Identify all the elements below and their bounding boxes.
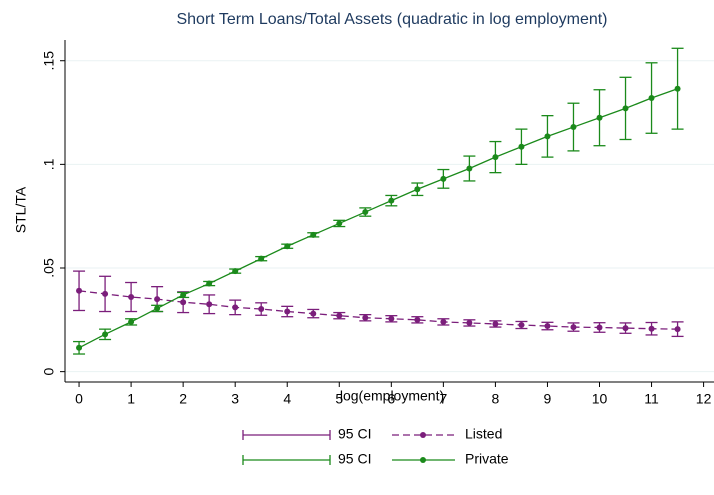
marker [544,133,551,140]
x-tick-label: 3 [231,391,239,407]
marker [284,243,291,250]
marker [440,175,447,182]
marker [102,331,109,338]
y-tick-label: 0 [41,368,57,376]
x-tick-label: 5 [335,391,343,407]
marker [518,322,525,328]
marker [414,316,421,323]
marker [180,291,187,298]
marker [284,308,291,315]
legend-label: 95 CI [338,426,371,442]
y-tick-label: .15 [41,51,57,71]
x-tick-label: 10 [592,391,608,407]
marker [492,154,499,161]
marker [570,124,577,131]
marker [596,114,603,121]
marker [128,294,135,301]
marker [232,268,239,275]
marker [414,186,421,193]
marker [648,325,655,332]
marker [570,324,577,331]
marker [154,296,161,303]
marker [466,165,473,172]
marker [102,290,109,297]
marker [258,306,265,313]
x-tick-label: 6 [387,391,395,407]
y-tick-label: .05 [41,258,57,278]
marker [596,324,603,331]
x-tick-label: 9 [544,391,552,407]
marker [180,299,187,306]
series-line [78,290,678,330]
marker [648,95,655,102]
marker [622,325,629,332]
legend-label: Private [465,451,509,467]
marker [466,319,473,326]
marker [544,323,551,330]
x-tick-label: 12 [696,391,712,407]
marker [622,105,629,112]
marker [518,143,525,150]
y-tick-label: .1 [41,158,57,170]
marker [310,310,317,317]
chart-title: Short Term Loans/Total Assets (quadratic… [176,11,607,28]
marker [388,197,395,204]
marker [310,231,317,238]
series-line [78,88,678,349]
x-tick-label: 0 [75,391,83,407]
marker [336,220,343,227]
marker [258,255,265,262]
x-axis-label: log(employment) [340,388,444,404]
marker [76,344,83,351]
legend-label: 95 CI [338,451,371,467]
y-axis-label: STL/TA [13,186,29,233]
marker [206,280,213,287]
marker [674,326,681,333]
x-tick-label: 4 [283,391,291,407]
x-tick-label: 7 [439,391,447,407]
legend-label: Listed [465,426,502,442]
legend-marker [420,432,426,438]
x-tick-label: 1 [127,391,135,407]
marker [232,304,239,311]
marker [674,85,681,92]
x-tick-label: 11 [644,391,659,407]
marker [362,209,369,216]
x-tick-label: 8 [492,391,500,407]
marker [206,301,213,308]
marker [440,318,447,325]
marker [362,314,369,321]
marker [336,312,343,319]
marker [76,287,83,294]
marker [154,305,161,312]
legend-marker [420,457,426,463]
marker [492,320,499,327]
x-tick-label: 2 [179,391,187,407]
marker [128,318,135,325]
marker [388,315,395,322]
